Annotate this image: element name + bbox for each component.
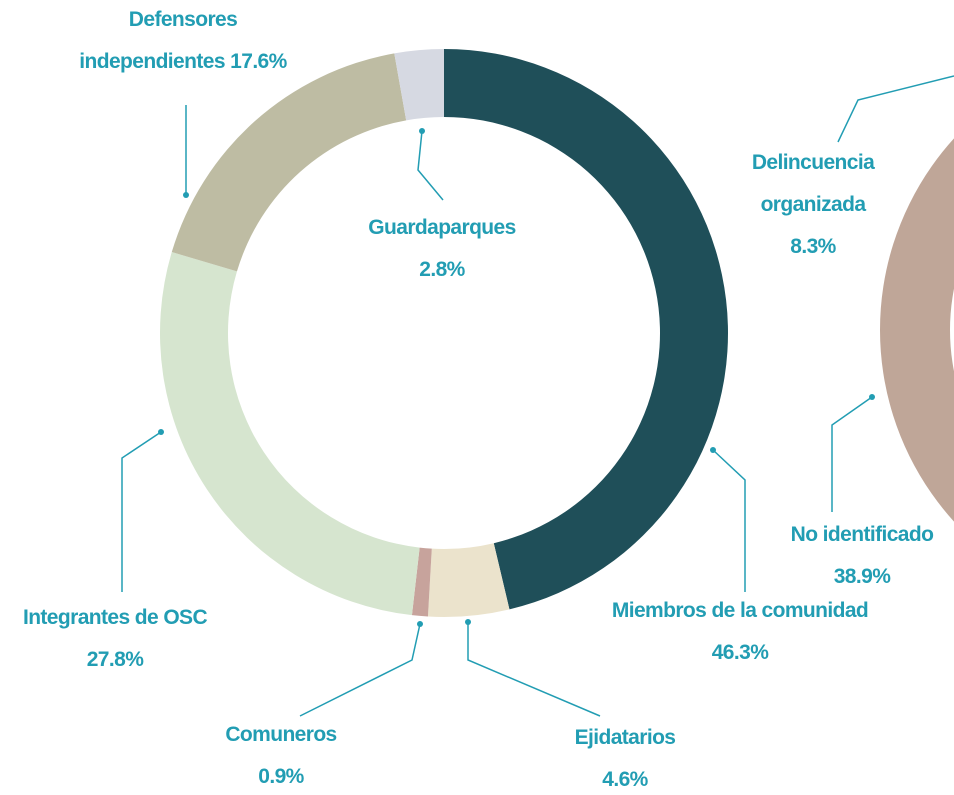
leader-line xyxy=(467,622,601,717)
leader-lines xyxy=(121,75,954,717)
slice-label: Integrantes de OSC 27.8% xyxy=(0,597,235,681)
category-label: Miembros de la comunidad xyxy=(611,599,869,622)
leader-dot xyxy=(183,192,189,198)
category-label: Integrantes de OSC xyxy=(22,606,208,629)
value-label: 8.3% xyxy=(790,235,836,258)
category-label: No identificado xyxy=(790,523,934,546)
slice-label: Ejidatarios 4.6% xyxy=(525,717,725,795)
donut-segment xyxy=(444,49,729,610)
value-label: 27.8% xyxy=(86,648,144,671)
slice-label: Miembros de la comunidad 46.3% xyxy=(580,590,900,674)
slice-label: No identificado 38.9% xyxy=(762,514,954,598)
value-label: 2.8% xyxy=(419,258,465,281)
leader-line xyxy=(712,449,746,592)
leader-line xyxy=(837,75,954,143)
leader-dot xyxy=(158,429,164,435)
leader-dot xyxy=(465,619,471,625)
slice-label: Guardaparques 2.8% xyxy=(342,207,542,291)
donut-segment xyxy=(394,49,444,121)
leader-line xyxy=(299,623,421,717)
value-label: 0.9% xyxy=(258,765,304,788)
value-label: 46.3% xyxy=(711,641,769,664)
leader-dot xyxy=(869,394,875,400)
donut-segment xyxy=(171,53,407,272)
donut-segment xyxy=(411,547,432,617)
value-label: 38.9% xyxy=(833,565,891,588)
value-label: 4.6% xyxy=(602,768,648,791)
category-label: Ejidatarios xyxy=(574,726,676,749)
leader-line xyxy=(831,396,873,512)
donut-segment xyxy=(879,138,954,522)
leader-line xyxy=(121,431,162,592)
category-label: Defensores independientes xyxy=(79,8,238,73)
donut-segment xyxy=(160,252,420,616)
leader-line xyxy=(417,130,444,201)
category-label: Guardaparques xyxy=(368,216,516,239)
leader-dot xyxy=(417,621,423,627)
category-label: Comuneros xyxy=(225,723,337,746)
slice-label: Comuneros 0.9% xyxy=(181,714,381,795)
slice-label: Delincuencia organizada 8.3% xyxy=(738,142,888,268)
leader-dot xyxy=(710,447,716,453)
donut-segments xyxy=(160,49,954,617)
category-label: Delincuencia organizada xyxy=(751,151,875,216)
value-label: 17.6% xyxy=(230,50,287,73)
donut-segment xyxy=(427,543,510,617)
slice-label: Defensores independientes 17.6% xyxy=(68,0,298,83)
leader-dot xyxy=(419,128,425,134)
